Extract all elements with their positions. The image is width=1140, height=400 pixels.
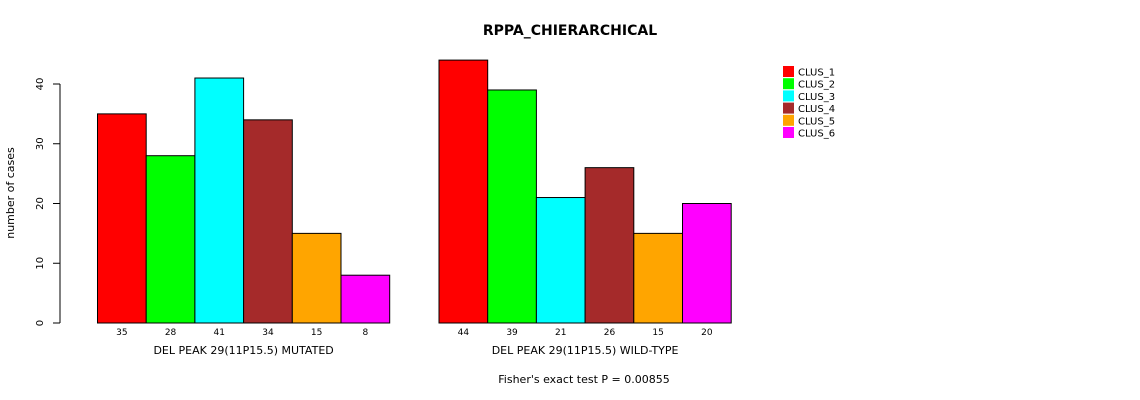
bar-clus-6 (682, 203, 732, 324)
bar-clus-4 (243, 119, 293, 324)
bar-clus-5 (633, 232, 683, 324)
bar-count-label: 41 (214, 328, 225, 338)
bar-clus-1 (438, 59, 489, 324)
y-tick-label: 0 (35, 320, 46, 326)
legend-swatch (783, 114, 794, 126)
chart-title: RPPA_CHIERARCHICAL (483, 23, 657, 39)
bar-count-label: 35 (116, 328, 127, 338)
legend-label: CLUS_4 (798, 104, 835, 115)
group-label: DEL PEAK 29(11P15.5) WILD-TYPE (492, 344, 679, 357)
group-label: DEL PEAK 29(11P15.5) MUTATED (153, 344, 333, 357)
legend-swatch (783, 66, 794, 77)
fisher-test-note: Fisher's exact test P = 0.00855 (498, 373, 669, 386)
bar-count-label: 39 (506, 328, 518, 338)
bar-count-label: 8 (362, 328, 368, 338)
bar-count-label: 20 (701, 328, 713, 338)
y-tick-label: 10 (35, 257, 46, 270)
legend-swatch (783, 78, 794, 90)
y-axis: 0 10 20 30 40 (35, 78, 61, 326)
bar-clus-3 (535, 197, 586, 324)
bar-clus-3 (194, 77, 245, 324)
legend-label: CLUS_1 (798, 68, 835, 79)
legend-label: CLUS_3 (798, 92, 835, 103)
legend-label: CLUS_6 (798, 129, 835, 140)
legend-swatch (783, 90, 794, 102)
legend-label: CLUS_5 (798, 116, 835, 127)
bar-clus-1 (97, 113, 147, 324)
bar-clus-5 (291, 232, 342, 324)
bars-layer: 35 28 41 34 15 8 DEL PEAK 29(11P15.5) MUTATED 4… (97, 59, 732, 357)
y-tick-label: 30 (35, 137, 46, 150)
y-axis-label: number of cases (4, 147, 17, 239)
y-tick-label: 20 (35, 197, 46, 210)
bar-count-label: 34 (262, 328, 274, 338)
bar-count-label: 15 (311, 328, 322, 338)
legend-label: CLUS_2 (798, 80, 835, 91)
bar-count-label: 21 (555, 328, 566, 338)
legend-swatch (783, 102, 794, 114)
bar-count-label: 26 (604, 328, 616, 338)
bar-clus-6 (340, 274, 391, 324)
bar-count-label: 44 (458, 328, 470, 338)
bar-clus-2 (487, 89, 537, 324)
bar-count-label: 15 (652, 328, 663, 338)
bar-clus-2 (145, 155, 196, 324)
legend-swatch (783, 127, 794, 138)
bar-count-label: 28 (165, 328, 177, 338)
bar-clus-4 (584, 167, 635, 324)
y-tick-label: 40 (35, 78, 46, 91)
